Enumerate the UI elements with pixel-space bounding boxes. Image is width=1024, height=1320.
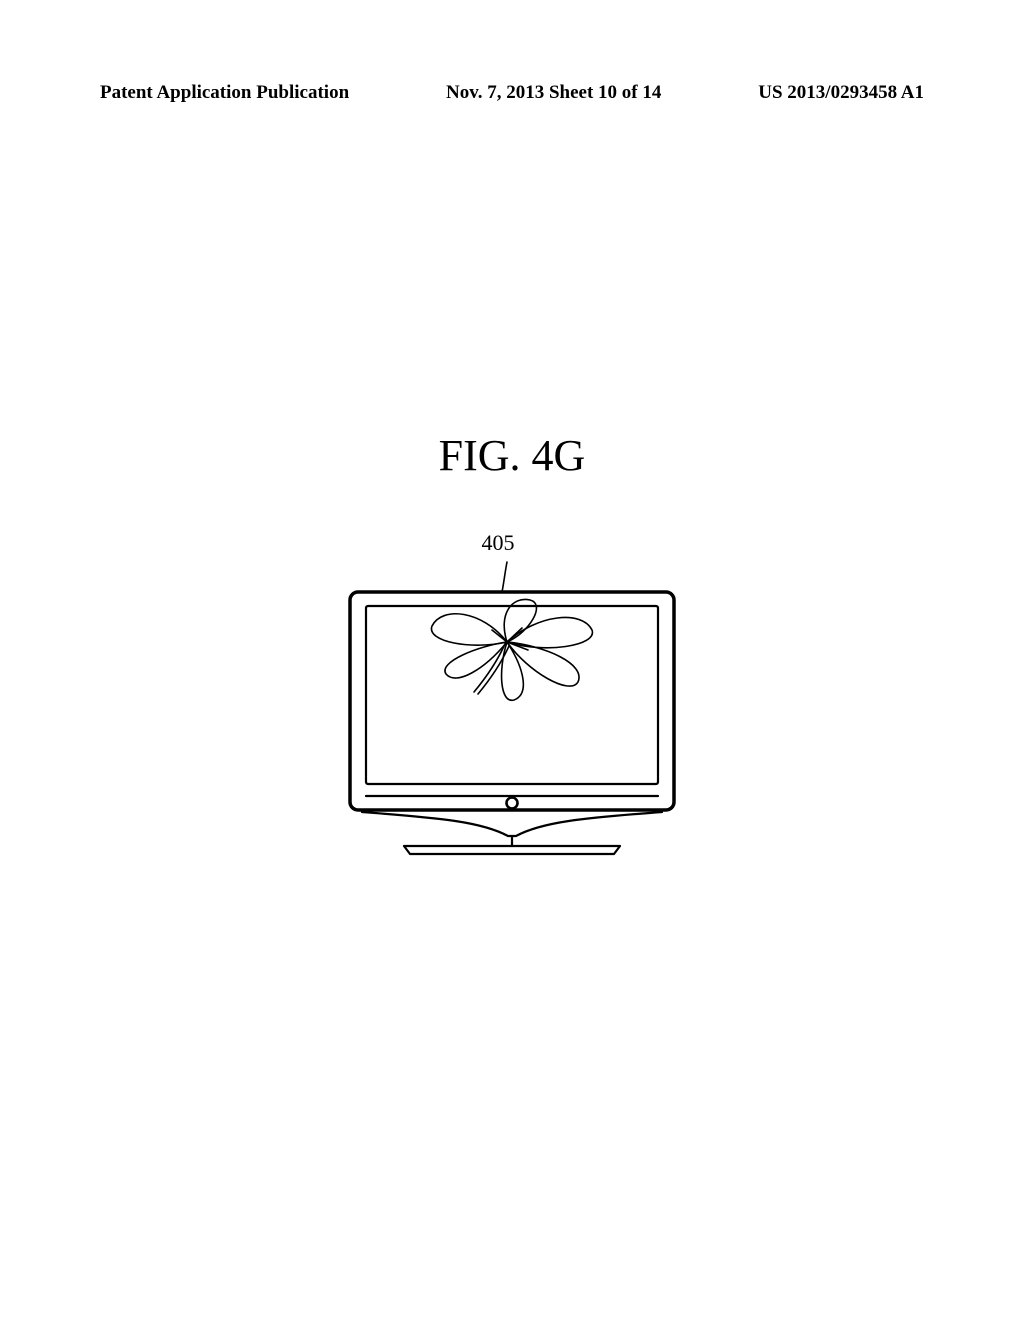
leader-line	[502, 562, 507, 592]
figure-title: FIG. 4G	[0, 430, 1024, 481]
tv-screen	[366, 606, 658, 784]
figure-container: 405	[0, 530, 1024, 880]
screen-flower-icon	[431, 599, 592, 700]
patent-figure-4g	[332, 560, 692, 880]
tv-power-indicator	[507, 798, 518, 809]
header-publication: Patent Application Publication	[100, 82, 349, 104]
reference-number-405: 405	[0, 530, 1010, 556]
tv-stand-base	[404, 846, 620, 854]
header-pub-number: US 2013/0293458 A1	[758, 82, 924, 104]
tv-stand-neck	[362, 812, 662, 836]
header-date-sheet: Nov. 7, 2013 Sheet 10 of 14	[446, 82, 661, 104]
